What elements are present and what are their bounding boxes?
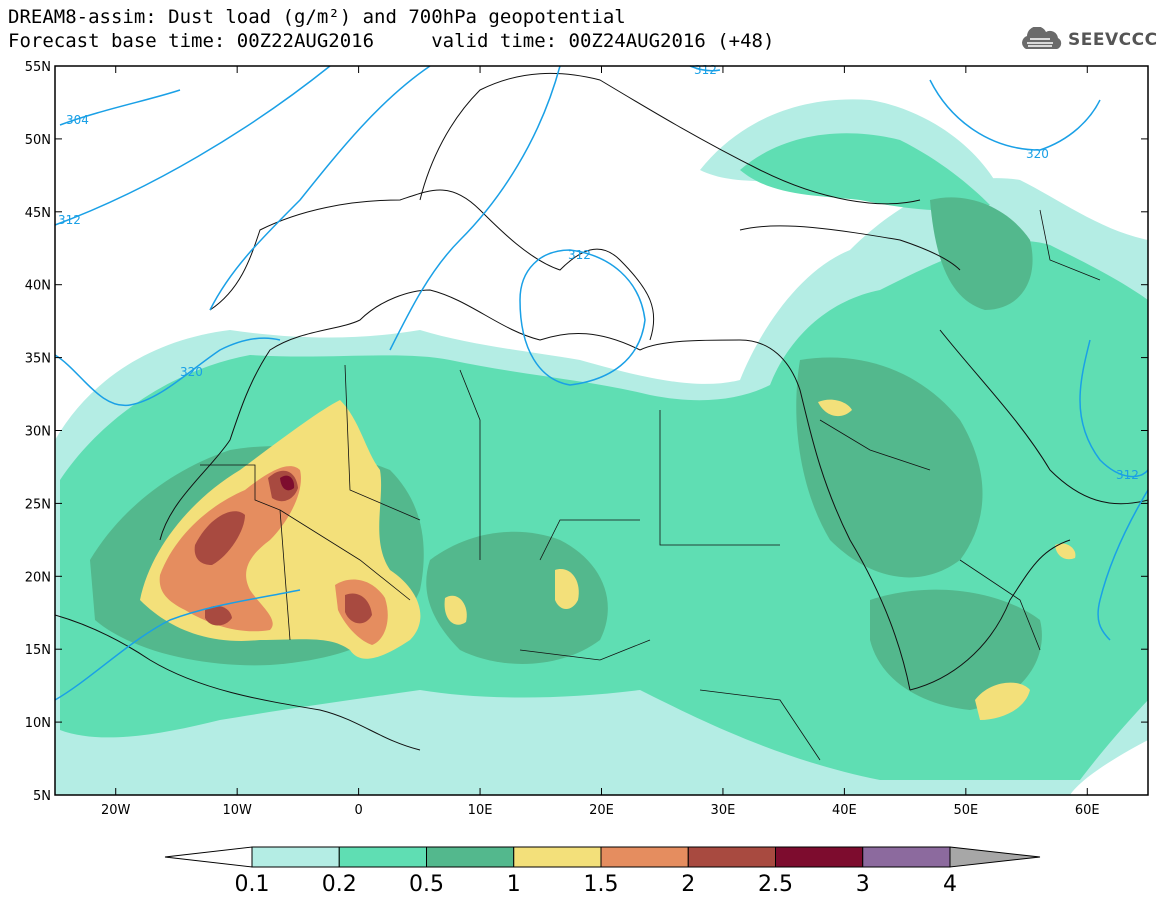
lon-tick-label: 60E [1075, 803, 1100, 818]
contour-label-312-north: 312 [694, 63, 717, 77]
lon-tick-label: 40E [832, 803, 857, 818]
dust-layer-0.2-north [740, 133, 990, 211]
colorbar-label: 3 [855, 872, 870, 897]
country-borders [200, 209, 1101, 761]
colorbar [164, 846, 1041, 868]
colorbar-box [862, 846, 951, 868]
lon-tick-label: 0 [354, 803, 362, 818]
map-title-line2: Forecast base time: 00Z22AUG2016 valid t… [8, 30, 775, 52]
lat-tick-label: 55N [25, 60, 51, 75]
dust-layer-2 [194, 511, 245, 565]
contour-label-320-east: 320 [1026, 147, 1049, 161]
dust-layer-1-spot-d [818, 399, 852, 417]
colorbar-label: 2 [681, 872, 696, 897]
colorbar-box [687, 846, 776, 868]
logo-text: SEEVCCC [1068, 30, 1158, 50]
colorbar-box [775, 846, 864, 868]
colorbar-under-arrow [164, 846, 253, 868]
contour-label-304: 304 [66, 113, 89, 127]
lat-tick-label: 5N [33, 789, 51, 804]
lon-tick-label: 20E [589, 803, 614, 818]
lon-tick-label: 20W [101, 803, 131, 818]
lon-tick-label: 30E [711, 803, 736, 818]
colorbar-over-arrow [949, 846, 1041, 868]
colorbar-label: 2.5 [758, 872, 793, 897]
lon-tick-label: 10W [222, 803, 252, 818]
dust-layer-2.5 [280, 475, 295, 491]
dust-layer-2-d [205, 605, 232, 626]
dust-layer-1-spot-a [555, 569, 579, 609]
dust-layer-1-spot-c [975, 682, 1030, 720]
cloud-icon [1022, 27, 1062, 49]
lat-tick-label: 50N [25, 133, 51, 148]
dust-layer-1-spot-b [444, 595, 467, 625]
lat-tick-label: 10N [25, 716, 51, 731]
colorbar-box [426, 846, 515, 868]
map-title-line1: DREAM8-assim: Dust load (g/m²) and 700hP… [8, 6, 626, 28]
dust-shading [55, 99, 1148, 795]
lat-tick-label: 20N [25, 570, 51, 585]
contour-labels: 304 312 320 312 312 320 312 [58, 63, 1139, 482]
lat-tick-label: 35N [25, 352, 51, 367]
seevccc-logo: SEEVCCC [1018, 24, 1158, 56]
colorbar-label: 4 [943, 872, 957, 897]
colorbar-label: 0.5 [409, 872, 444, 897]
map-plot-area: 304 312 320 312 312 320 312 [54, 63, 1149, 796]
colorbar-box [600, 846, 689, 868]
contour-label-312-east: 312 [1116, 468, 1139, 482]
lat-tick-label: 25N [25, 497, 51, 512]
lat-tick-label: 30N [25, 425, 51, 440]
dust-layer-2-c [345, 593, 372, 624]
colorbar-box [338, 846, 427, 868]
lat-tick-label: 45N [25, 206, 51, 221]
dust-layer-0.5-caspian [930, 197, 1033, 310]
coastlines [54, 72, 1149, 751]
lat-tick-label: 15N [25, 643, 51, 658]
dust-layer-0.5-central [426, 531, 608, 664]
colorbar-label: 1.5 [583, 872, 619, 897]
dust-layer-0.5-east [870, 589, 1042, 710]
colorbar-label: 0.2 [321, 872, 357, 897]
lat-tick-label: 40N [25, 279, 51, 294]
contour-label-320-west: 320 [180, 365, 203, 379]
dust-layer-1-spot-e [1055, 543, 1076, 560]
colorbar-label: 0.1 [234, 872, 270, 897]
lon-tick-label: 50E [953, 803, 978, 818]
colorbar-label: 1 [506, 872, 521, 897]
colorbar-box [513, 846, 602, 868]
lon-tick-label: 10E [468, 803, 493, 818]
contour-label-312-center: 312 [568, 248, 591, 262]
colorbar-box [251, 846, 340, 868]
contour-label-312-west: 312 [58, 213, 81, 227]
geopotential-contours [54, 65, 1149, 701]
map-axes: 55N 50N 45N 40N 35N 30N 25N 20N 15N 10N 5N 20W 10W 0 1… [25, 60, 1148, 818]
